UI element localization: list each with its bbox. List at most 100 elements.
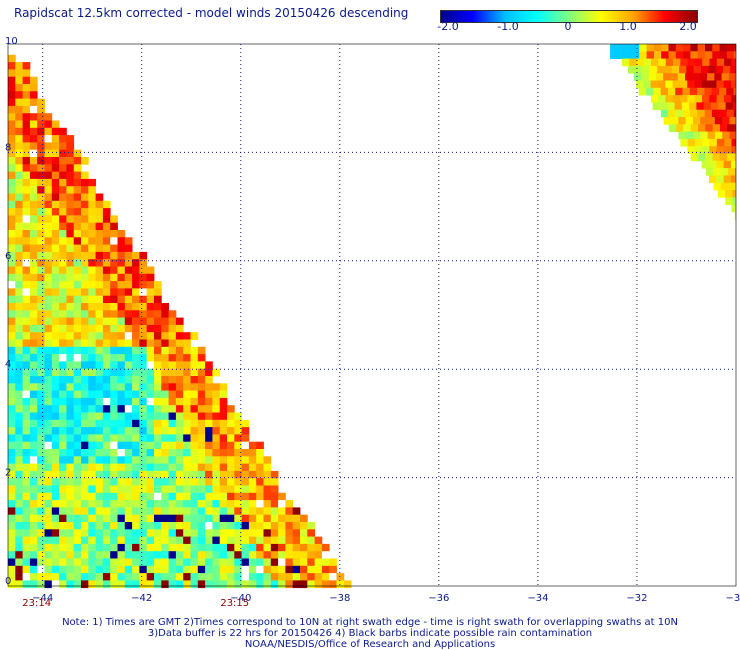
wind-cell	[51, 244, 60, 253]
wind-cell	[88, 339, 96, 348]
wind-cell	[81, 500, 89, 508]
wind-cell	[706, 168, 714, 176]
wind-cell	[701, 160, 710, 169]
wind-cell	[110, 456, 118, 464]
wind-cell	[22, 580, 31, 589]
wind-cell	[95, 288, 104, 297]
wind-cell	[682, 87, 691, 96]
wind-cell	[175, 543, 184, 552]
wind-cell	[241, 580, 250, 589]
wind-cell	[161, 339, 169, 348]
wind-cell	[95, 368, 104, 377]
wind-cell	[73, 310, 82, 318]
wind-cell	[307, 543, 315, 552]
wind-cell	[139, 427, 148, 435]
wind-cell	[168, 361, 177, 370]
wind-cell	[219, 543, 228, 552]
wind-cell	[88, 281, 96, 289]
wind-cell	[183, 397, 191, 406]
wind-cell	[51, 522, 60, 530]
wind-cell	[723, 160, 732, 169]
wind-cell	[278, 514, 286, 523]
wind-cell	[110, 449, 118, 457]
wind-cell	[102, 405, 111, 413]
wind-cell	[29, 113, 38, 121]
wind-cell	[212, 522, 221, 530]
wind-cell	[650, 95, 659, 103]
wind-cell	[8, 142, 16, 151]
wind-cell	[715, 65, 724, 74]
wind-cell	[219, 419, 228, 428]
wind-cell	[190, 412, 199, 421]
colorbar-tick-label: 0	[564, 20, 572, 33]
wind-cell	[59, 397, 67, 406]
wind-cell	[686, 65, 695, 74]
wind-cell	[241, 536, 250, 545]
wind-cell	[197, 573, 206, 581]
wind-cell	[336, 573, 345, 581]
wind-cell	[132, 543, 140, 552]
wind-cell	[690, 109, 698, 118]
wind-cell	[132, 449, 140, 457]
wind-cell	[263, 485, 272, 494]
wind-cell	[197, 514, 206, 523]
wind-cell	[183, 507, 191, 516]
wind-cell	[292, 573, 301, 581]
wind-cell	[190, 361, 199, 370]
wind-cell	[44, 332, 53, 340]
wind-cell	[314, 580, 323, 589]
wind-cell	[117, 565, 126, 574]
wind-cell	[146, 543, 155, 552]
wind-cell	[59, 536, 67, 545]
wind-cell	[102, 463, 111, 472]
wind-cell	[22, 310, 31, 318]
wind-cell	[37, 303, 45, 311]
wind-cell	[8, 230, 16, 238]
wind-cell	[709, 80, 717, 89]
wind-cell	[44, 463, 53, 472]
wind-cell	[139, 397, 148, 406]
wind-cell	[117, 354, 126, 362]
wind-cell	[712, 44, 720, 52]
wind-cell	[22, 390, 31, 399]
wind-cell	[8, 76, 16, 85]
wind-cell	[29, 470, 38, 479]
wind-cell	[44, 434, 53, 443]
wind-cell	[59, 186, 67, 194]
wind-cell	[146, 441, 155, 450]
wind-cell	[729, 117, 736, 125]
wind-cell	[8, 485, 16, 494]
wind-cell	[175, 470, 184, 479]
wind-cell	[197, 558, 206, 567]
wind-cell	[132, 485, 140, 494]
wind-cell	[22, 113, 31, 121]
wind-cell	[190, 332, 199, 340]
wind-cell	[95, 208, 104, 216]
wind-cell	[227, 449, 235, 457]
wind-cell	[146, 376, 155, 384]
wind-cell	[95, 449, 104, 457]
wind-cell	[183, 522, 191, 530]
wind-cell	[132, 507, 140, 516]
wind-cell	[292, 543, 301, 552]
wind-cell	[51, 303, 60, 311]
wind-cell	[124, 565, 133, 574]
wind-cell	[29, 266, 38, 275]
wind-cell	[256, 565, 264, 574]
wind-cell	[248, 478, 257, 486]
wind-cell	[700, 131, 708, 140]
wind-cell	[51, 419, 60, 428]
wind-cell	[707, 73, 715, 81]
wind-cell	[146, 573, 155, 581]
wind-cell	[234, 507, 242, 516]
wind-cell	[102, 376, 111, 384]
wind-cell	[725, 197, 733, 205]
wind-cell	[22, 135, 31, 143]
wind-cell	[168, 536, 177, 545]
wind-cell	[22, 244, 31, 253]
wind-cell	[102, 397, 111, 406]
wind-cell	[161, 514, 169, 523]
wind-cell	[168, 500, 177, 508]
wind-cell	[37, 543, 45, 552]
wind-cell	[66, 288, 75, 297]
